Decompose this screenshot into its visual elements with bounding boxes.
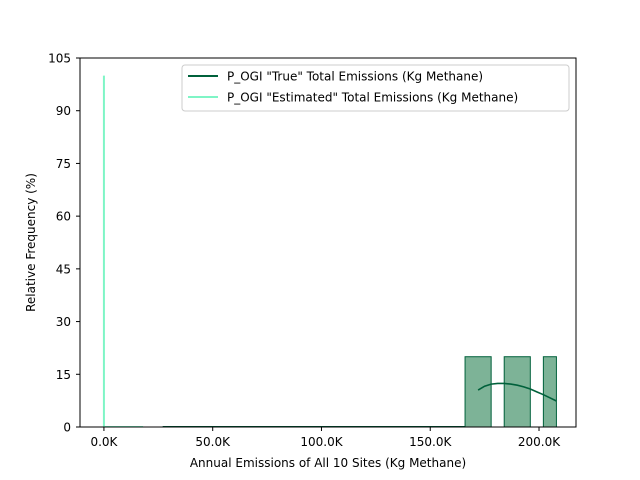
y-tick-label: 0 — [63, 421, 71, 435]
y-tick-label: 15 — [56, 368, 71, 382]
true-emissions-kde-line — [477, 382, 557, 402]
y-axis-ticks: 0 15 30 45 60 75 90 105 — [48, 52, 80, 435]
x-axis-label: Annual Emissions of All 10 Sites (Kg Met… — [190, 456, 466, 470]
y-tick-label: 75 — [56, 157, 71, 171]
legend-label-estimated: P_OGI "Estimated" Total Emissions (Kg Me… — [227, 91, 518, 105]
x-tick-label: 0.0K — [90, 435, 118, 449]
y-tick-label: 90 — [56, 104, 71, 118]
x-tick-label: 200.0K — [518, 435, 561, 449]
true-emissions-bars — [464, 356, 557, 428]
y-axis-label: Relative Frequency (%) — [24, 173, 38, 312]
legend: P_OGI "True" Total Emissions (Kg Methane… — [181, 64, 570, 112]
histogram-bar-0 — [464, 356, 492, 428]
axes-frame — [79, 57, 577, 428]
y-tick-label: 30 — [56, 315, 71, 329]
histogram-bar-2 — [542, 356, 557, 428]
legend-box — [181, 64, 570, 112]
y-tick-label: 60 — [56, 210, 71, 224]
legend-label-true: P_OGI "True" Total Emissions (Kg Methane… — [227, 70, 483, 84]
x-tick-label: 50.0K — [195, 435, 231, 449]
x-axis-ticks: 0.0K 50.0K 100.0K 150.0K 200.0K — [90, 427, 561, 449]
y-tick-label: 45 — [56, 262, 71, 276]
histogram-bar-1 — [503, 356, 531, 428]
y-tick-label: 105 — [48, 52, 71, 66]
x-tick-label: 150.0K — [409, 435, 452, 449]
x-tick-label: 100.0K — [300, 435, 343, 449]
